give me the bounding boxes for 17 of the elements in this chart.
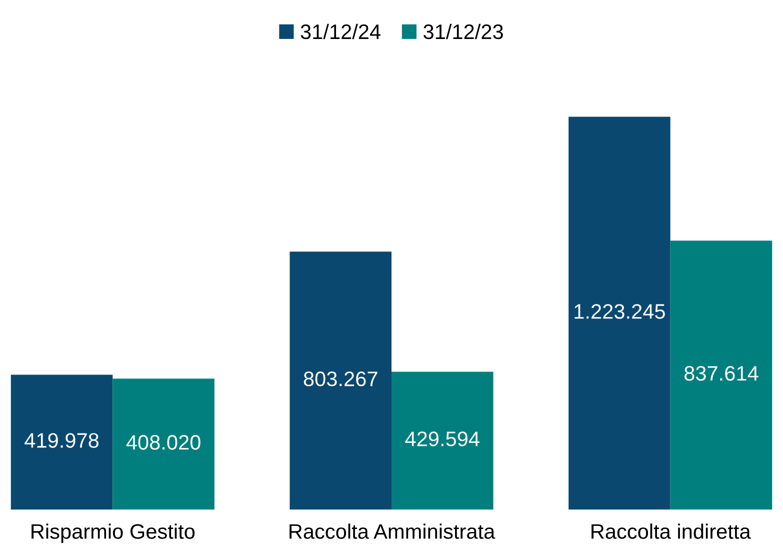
legend-label: 31/12/23 [424,24,503,40]
x-tick-label: Risparmio Gestito [32,524,195,543]
bar [670,240,772,510]
bar [112,378,214,510]
bar [10,374,113,510]
legend-label: 31/12/24 [300,24,380,40]
data-label: 1.223.245 [574,304,665,319]
bar [290,252,392,510]
data-label: 408.020 [126,434,200,450]
bar [568,116,670,510]
data-label: 419.978 [24,433,99,448]
x-tick-label: Raccolta Amministrata [290,524,496,539]
bar [392,372,494,510]
x-tick-label: Raccolta indiretta [592,524,751,539]
data-label: 803.267 [304,372,378,386]
data-label: 837.614 [684,366,758,381]
data-label: 429.594 [405,432,480,446]
